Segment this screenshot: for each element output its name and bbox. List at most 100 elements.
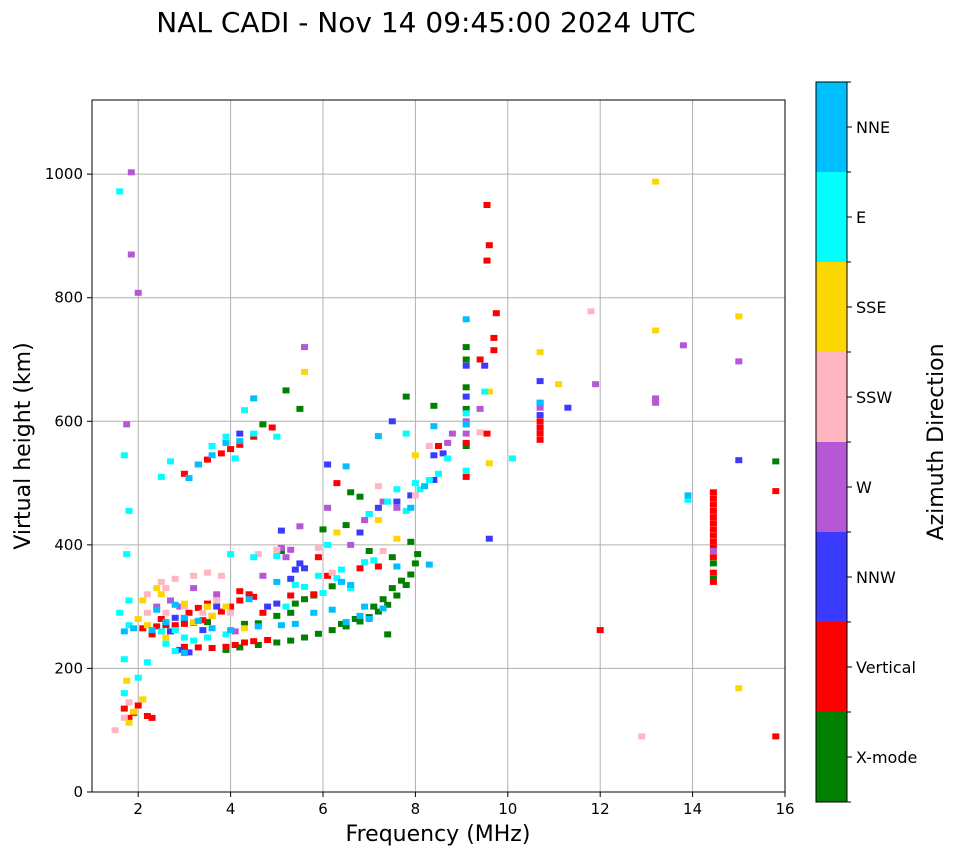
data-point <box>374 433 382 440</box>
data-point <box>176 646 184 653</box>
data-point <box>333 575 341 582</box>
data-point <box>227 603 235 610</box>
data-point <box>116 188 124 195</box>
data-point <box>273 546 281 553</box>
data-point <box>485 388 493 395</box>
colorbar-label: X-mode <box>856 748 917 767</box>
data-point <box>393 504 401 511</box>
data-point <box>411 480 419 487</box>
data-point <box>709 520 717 527</box>
data-point <box>508 455 516 462</box>
data-point <box>379 548 387 554</box>
data-point <box>709 569 717 576</box>
data-point <box>462 384 470 391</box>
data-point <box>231 642 239 648</box>
data-point <box>772 733 780 740</box>
data-point <box>370 603 378 610</box>
data-point <box>130 708 138 715</box>
data-point <box>157 591 165 598</box>
data-point <box>476 429 484 436</box>
y-tick-label: 0 <box>73 783 83 801</box>
data-point <box>171 648 179 655</box>
y-tick-label: 800 <box>54 289 83 307</box>
data-point <box>679 342 687 349</box>
data-point <box>361 603 369 610</box>
x-tick-label: 8 <box>411 800 421 818</box>
data-point <box>347 585 355 592</box>
data-point <box>324 461 332 468</box>
data-point <box>162 619 170 626</box>
data-point <box>241 625 248 632</box>
data-point <box>125 699 133 706</box>
data-point <box>374 483 382 490</box>
data-point <box>162 585 170 592</box>
data-point <box>287 575 295 582</box>
data-point <box>282 387 290 394</box>
data-point <box>241 639 248 646</box>
data-point <box>425 443 433 449</box>
data-point <box>301 368 308 375</box>
data-point <box>596 627 604 634</box>
data-point <box>684 492 692 499</box>
data-point <box>462 473 470 480</box>
data-point <box>227 446 235 453</box>
data-point <box>287 546 295 553</box>
grid-lines <box>92 100 786 793</box>
data-point <box>143 713 151 719</box>
data-point <box>185 475 193 482</box>
data-point <box>213 591 221 598</box>
data-point <box>709 560 717 567</box>
data-point <box>250 433 258 440</box>
data-point <box>134 289 142 296</box>
data-point <box>162 640 170 647</box>
data-point <box>333 480 341 487</box>
data-point <box>310 609 318 616</box>
data-point <box>236 430 244 437</box>
data-point <box>134 674 142 681</box>
data-point <box>462 393 470 400</box>
data-point <box>536 430 544 437</box>
data-point <box>414 551 422 558</box>
data-point <box>462 405 470 412</box>
data-point <box>241 407 248 414</box>
data-point <box>370 557 378 564</box>
colorbar-label: NNW <box>856 568 896 587</box>
data-point <box>338 578 345 585</box>
data-point <box>250 554 258 561</box>
data-point <box>301 344 308 351</box>
data-point <box>462 443 470 449</box>
data-point <box>342 623 350 630</box>
data-point <box>273 553 281 559</box>
data-point <box>709 514 717 521</box>
colorbar-segment <box>816 442 847 532</box>
data-point <box>222 433 230 440</box>
data-point <box>236 438 244 445</box>
data-point <box>388 585 396 592</box>
data-point <box>735 313 743 320</box>
data-point <box>402 430 410 437</box>
x-tick-label: 12 <box>591 800 610 818</box>
data-point <box>448 430 456 437</box>
data-point <box>120 714 128 721</box>
data-point <box>490 347 498 354</box>
data-point <box>462 410 470 417</box>
data-point <box>709 526 717 533</box>
data-point <box>319 590 327 596</box>
data-point <box>148 631 156 638</box>
data-point <box>194 604 202 611</box>
data-point <box>208 443 216 449</box>
data-point <box>231 455 239 462</box>
data-point <box>125 597 133 604</box>
data-point <box>407 538 415 545</box>
colorbar-segment <box>816 622 847 712</box>
colorbar-label: W <box>856 478 872 497</box>
data-point <box>236 644 244 651</box>
data-point <box>296 560 304 567</box>
data-point <box>356 529 364 536</box>
data-point <box>564 404 572 411</box>
data-point <box>365 548 373 554</box>
data-point <box>536 436 544 443</box>
data-point <box>250 593 258 600</box>
data-point <box>652 327 660 334</box>
data-point <box>273 433 281 440</box>
